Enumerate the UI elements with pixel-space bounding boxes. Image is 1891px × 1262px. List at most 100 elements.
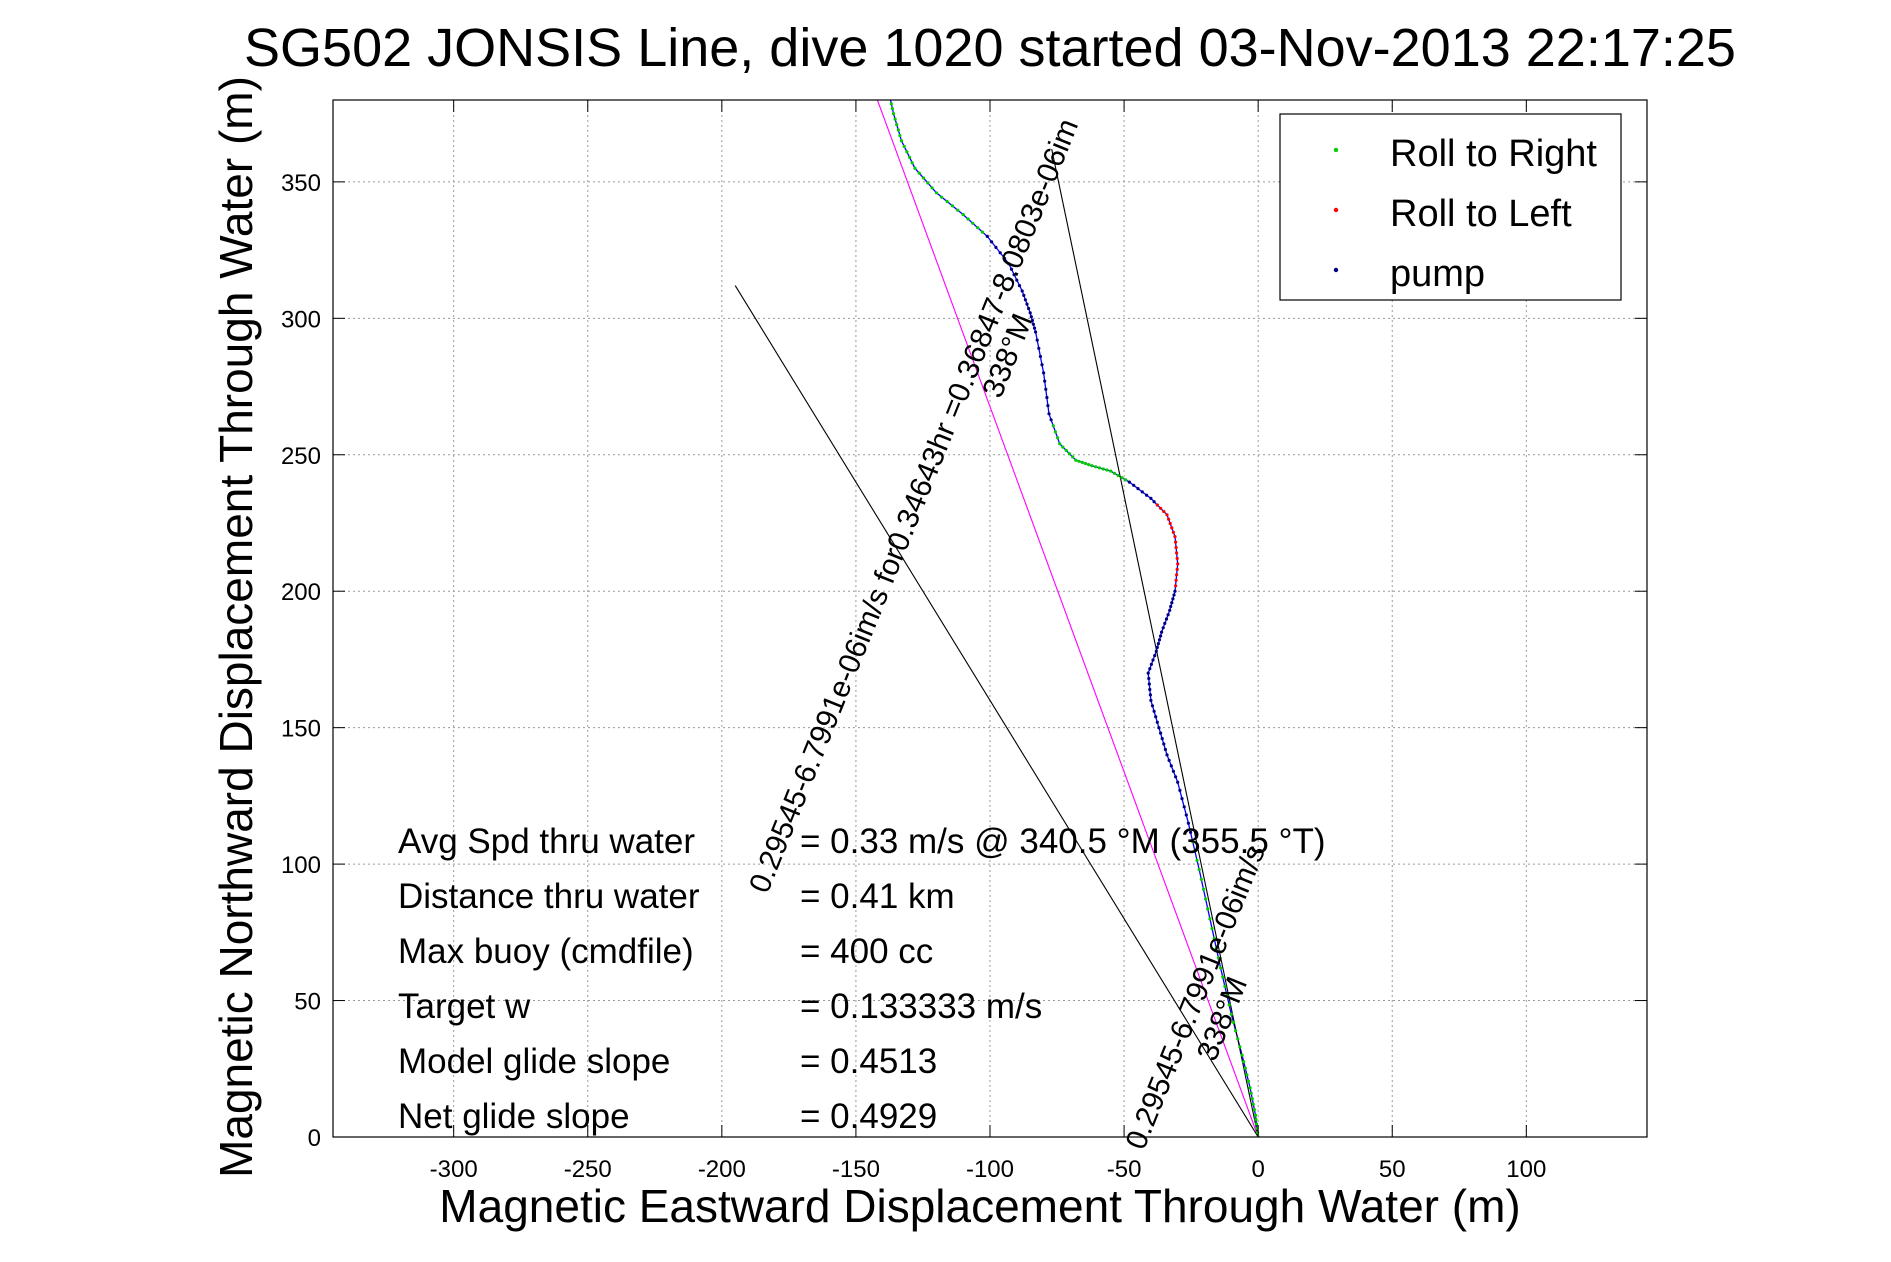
track-point bbox=[1146, 671, 1150, 675]
legend-label: Roll to Right bbox=[1390, 133, 1597, 175]
track-point bbox=[1154, 715, 1158, 719]
track-point bbox=[1168, 521, 1172, 526]
y-axis-label: Magnetic Northward Displacement Through … bbox=[210, 76, 262, 1178]
stat-label: Model glide slope bbox=[398, 1042, 670, 1081]
track-point bbox=[1201, 887, 1206, 891]
x-tick-label: -300 bbox=[430, 1156, 478, 1183]
legend-marker bbox=[1333, 267, 1339, 273]
track-point bbox=[1042, 371, 1046, 375]
track-point bbox=[1208, 917, 1212, 921]
track-point bbox=[1080, 460, 1084, 464]
y-tick-label: 150 bbox=[281, 716, 321, 743]
x-tick-label: -50 bbox=[1107, 1156, 1142, 1183]
track-point bbox=[1061, 445, 1065, 449]
track-point bbox=[1046, 404, 1050, 408]
fit-line bbox=[876, 100, 1259, 1137]
track-point bbox=[1147, 682, 1151, 686]
track-point bbox=[1007, 262, 1011, 266]
x-tick-label: 0 bbox=[1251, 1156, 1264, 1183]
track-point bbox=[1167, 517, 1171, 521]
legend-label: pump bbox=[1390, 253, 1485, 295]
x-axis-label: Magnetic Eastward Displacement Through W… bbox=[439, 1180, 1520, 1232]
track-point bbox=[1253, 1113, 1258, 1117]
track-point bbox=[1012, 273, 1016, 277]
track-point bbox=[1171, 530, 1175, 534]
track-point bbox=[1159, 634, 1163, 638]
track-point bbox=[1238, 1045, 1242, 1049]
track-point bbox=[1246, 1079, 1251, 1083]
track-point bbox=[1148, 667, 1152, 671]
track-point bbox=[1155, 720, 1159, 724]
axis-ticks: -300 -250 -200 -150 -100 -50 0 50 100 0 50 100 150 20… bbox=[281, 100, 1647, 1183]
track-point bbox=[1031, 322, 1035, 326]
track-line bbox=[889, 100, 1259, 1137]
track-point bbox=[1221, 975, 1225, 979]
track-point bbox=[1231, 1020, 1236, 1024]
track-point bbox=[1156, 642, 1160, 646]
reference-line bbox=[734, 285, 1259, 1137]
track-point bbox=[1074, 458, 1078, 462]
track-point bbox=[1150, 704, 1155, 708]
stat-label: Distance thru water bbox=[398, 877, 700, 916]
track-point bbox=[1124, 478, 1128, 482]
track-point bbox=[1165, 513, 1169, 517]
track-point bbox=[1175, 551, 1179, 555]
track-point bbox=[1157, 638, 1162, 642]
track-point bbox=[898, 133, 902, 138]
track-point bbox=[1251, 1102, 1255, 1106]
track-point bbox=[1067, 452, 1071, 456]
stat-value: = 0.41 km bbox=[800, 877, 955, 916]
track-point bbox=[1015, 278, 1019, 282]
track-point bbox=[1169, 604, 1173, 609]
track-point bbox=[1154, 649, 1158, 653]
track-point bbox=[1153, 654, 1157, 658]
track-point bbox=[1145, 493, 1149, 497]
track-point bbox=[945, 199, 949, 204]
stat-value: = 0.4513 bbox=[800, 1042, 937, 1081]
track-point bbox=[966, 217, 970, 221]
track-point bbox=[895, 123, 899, 127]
stats-block: Avg Spd thru water = 0.33 m/s @ 340.5 °M … bbox=[398, 822, 1326, 1136]
stat-value: = 0.33 m/s @ 340.5 °M (355.5 °T) bbox=[800, 822, 1326, 861]
track-point bbox=[1025, 302, 1029, 306]
track-point bbox=[1191, 840, 1195, 844]
track-point bbox=[1175, 567, 1179, 572]
track-point bbox=[1186, 821, 1190, 825]
track-point bbox=[1163, 621, 1167, 626]
track-point bbox=[1216, 956, 1221, 960]
track-point bbox=[1189, 830, 1193, 835]
track-point bbox=[1152, 709, 1156, 713]
legend: Roll to Right Roll to Left pump bbox=[1279, 113, 1622, 301]
track-point bbox=[1182, 805, 1186, 809]
track-point bbox=[998, 251, 1002, 255]
track-point bbox=[1173, 535, 1177, 539]
track-point bbox=[891, 112, 896, 116]
track-point bbox=[1163, 747, 1167, 752]
track-point bbox=[980, 230, 985, 234]
track-point bbox=[1149, 496, 1153, 500]
track-point bbox=[1112, 471, 1116, 475]
legend-marker bbox=[1333, 147, 1339, 153]
track-point bbox=[976, 226, 980, 230]
track-point bbox=[1056, 436, 1060, 440]
track-point bbox=[985, 234, 989, 238]
track-point bbox=[1022, 293, 1026, 297]
track-point bbox=[1028, 311, 1032, 315]
track-point bbox=[1149, 662, 1153, 666]
track-point bbox=[1171, 769, 1175, 773]
y-tick-label: 0 bbox=[308, 1125, 321, 1152]
track-point bbox=[1234, 1029, 1238, 1033]
track-point bbox=[1204, 897, 1208, 901]
track-point bbox=[1002, 256, 1007, 260]
y-tick-label: 50 bbox=[294, 989, 321, 1016]
track-point bbox=[896, 128, 900, 132]
track-point bbox=[1225, 994, 1229, 998]
track-point bbox=[910, 161, 914, 165]
track-point bbox=[1175, 573, 1179, 577]
track-point bbox=[1094, 465, 1098, 469]
track-point bbox=[1174, 584, 1178, 588]
track-point bbox=[1210, 926, 1214, 931]
track-point bbox=[1017, 284, 1022, 288]
track-point bbox=[1020, 289, 1024, 293]
track-point bbox=[890, 107, 895, 111]
